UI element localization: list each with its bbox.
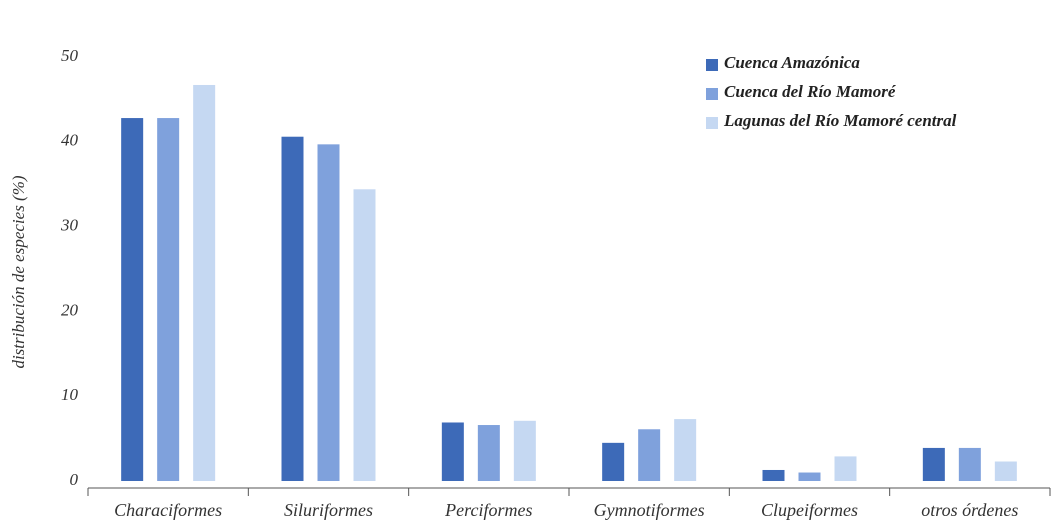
legend-label: Cuenca del Río Mamoré bbox=[724, 82, 897, 101]
bar bbox=[602, 443, 624, 481]
y-tick-label: 10 bbox=[61, 385, 79, 404]
bar bbox=[835, 456, 857, 481]
legend: Cuenca Amazónica Cuenca del Río Mamoré Lag… bbox=[706, 53, 957, 130]
y-tick-label: 20 bbox=[61, 300, 79, 319]
x-tick-label: Characiformes bbox=[114, 500, 222, 520]
y-tick-label: 30 bbox=[60, 216, 79, 235]
bar bbox=[478, 425, 500, 481]
bar bbox=[193, 85, 215, 481]
bar bbox=[959, 448, 981, 481]
y-tick-label: 0 bbox=[70, 470, 79, 489]
legend-swatch bbox=[706, 88, 718, 100]
legend-label: Cuenca Amazónica bbox=[724, 53, 860, 72]
chart: distribución de especies (%) Cuenca Amaz… bbox=[0, 0, 1054, 525]
y-tick-label: 50 bbox=[61, 46, 79, 65]
bar bbox=[638, 429, 660, 481]
bar bbox=[763, 470, 785, 481]
legend-swatch bbox=[706, 59, 718, 71]
x-tick-label: Siluriformes bbox=[284, 500, 373, 520]
bar bbox=[442, 422, 464, 481]
y-tick-label: 40 bbox=[61, 131, 79, 150]
x-tick-label: Perciformes bbox=[444, 500, 532, 520]
bar bbox=[799, 473, 821, 481]
bar bbox=[995, 461, 1017, 481]
bar bbox=[354, 189, 376, 481]
bar bbox=[157, 118, 179, 481]
y-axis-label: distribución de especies (%) bbox=[9, 175, 28, 368]
bar bbox=[121, 118, 143, 481]
bar bbox=[923, 448, 945, 481]
x-tick-label: otros órdenes bbox=[921, 500, 1018, 520]
bar bbox=[318, 144, 340, 481]
legend-swatch bbox=[706, 117, 718, 129]
legend-label: Lagunas del Río Mamoré central bbox=[723, 111, 957, 130]
x-tick-label: Clupeiformes bbox=[761, 500, 858, 520]
bar bbox=[514, 421, 536, 481]
bar bbox=[674, 419, 696, 481]
bar bbox=[282, 137, 304, 481]
x-tick-label: Gymnotiformes bbox=[594, 500, 705, 520]
